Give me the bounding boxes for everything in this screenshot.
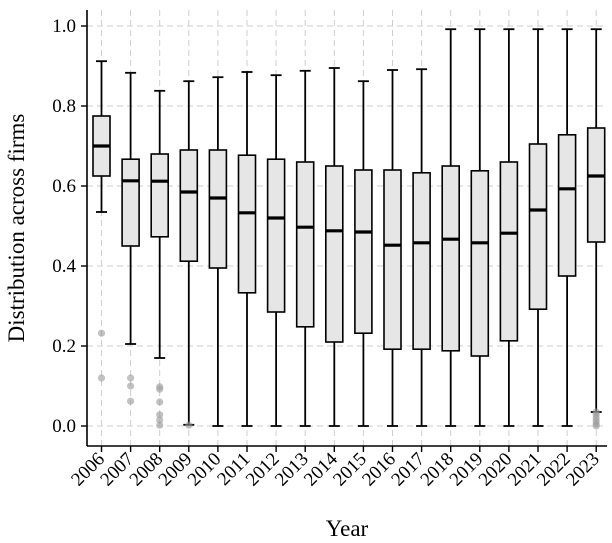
y-tick-label: 0.6 [52, 176, 76, 197]
outlier-point [156, 421, 164, 429]
box-group [383, 69, 402, 427]
y-tick-label: 0.4 [52, 256, 76, 277]
box-group [295, 69, 315, 427]
iqr-box [470, 170, 490, 357]
iqr-box [295, 161, 315, 328]
box-group [92, 60, 111, 382]
outlier-point [156, 398, 164, 406]
box-group [208, 76, 228, 427]
box-group [441, 28, 461, 427]
iqr-box [150, 153, 169, 238]
iqr-box [266, 158, 286, 313]
box-group [121, 71, 140, 405]
iqr-box [121, 158, 140, 247]
outlier-point [592, 422, 600, 430]
iqr-box [179, 149, 199, 262]
y-tick-label: 1.0 [52, 16, 76, 37]
iqr-box [383, 169, 402, 350]
y-tick-label: 0.0 [52, 416, 76, 437]
iqr-box [324, 165, 344, 343]
box-group [179, 80, 199, 429]
box-group [324, 67, 344, 427]
outlier-point [156, 416, 164, 424]
box-group [266, 74, 286, 427]
iqr-box [208, 149, 228, 269]
outlier-point [156, 411, 164, 419]
box-group [412, 68, 431, 427]
iqr-box [354, 169, 373, 334]
outlier-point [156, 385, 164, 393]
boxes-layer [92, 28, 606, 430]
outlier-point [97, 374, 106, 382]
iqr-box [586, 127, 606, 243]
outlier-point [127, 374, 135, 382]
box-group [150, 89, 169, 429]
iqr-box [412, 172, 431, 350]
y-tick-label: 0.2 [52, 336, 76, 357]
iqr-box [237, 154, 257, 294]
outlier-point [185, 421, 193, 429]
box-group [586, 28, 606, 430]
iqr-box [557, 134, 577, 277]
box-group [557, 28, 577, 427]
y-axis-title: Distribution across firms [4, 114, 29, 343]
outlier-point [97, 329, 106, 337]
x-axis-title: Year [326, 516, 369, 541]
box-group [237, 71, 257, 427]
x-tick-label: 2023 [562, 449, 604, 491]
box-group [354, 80, 373, 427]
iqr-box [441, 165, 461, 352]
iqr-box [499, 161, 519, 342]
outlier-point [127, 382, 135, 390]
box-group [528, 28, 548, 427]
y-tick-label: 0.8 [52, 96, 76, 117]
box-group [470, 28, 490, 427]
iqr-box [528, 143, 548, 310]
outlier-point [127, 397, 135, 405]
box-group [499, 28, 519, 427]
